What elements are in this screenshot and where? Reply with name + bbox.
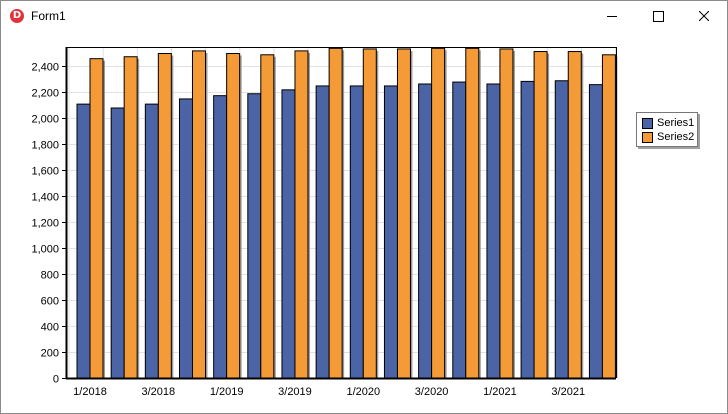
close-icon [699, 11, 709, 21]
bar-series2 [89, 58, 104, 379]
minimize-icon [607, 15, 617, 17]
bar-series1 [418, 83, 433, 379]
maximize-icon [652, 10, 664, 22]
bar-series1 [247, 93, 262, 379]
y-tick-label: 2,400 [31, 62, 59, 74]
y-tick-label: 0 [53, 374, 59, 386]
title-bar[interactable]: D Form1 [1, 1, 727, 31]
bar-series2 [191, 50, 206, 379]
bar-series1 [486, 83, 501, 379]
y-tick-label: 400 [41, 322, 59, 334]
bar-series1 [178, 98, 193, 379]
maximize-button[interactable] [635, 1, 681, 31]
y-tick-label: 200 [41, 348, 59, 360]
bar-series1 [76, 103, 91, 379]
legend-label-series2: Series2 [657, 131, 695, 143]
y-tick-label: 1,400 [31, 192, 59, 204]
bar-series1 [452, 81, 467, 379]
y-tick-label: 600 [41, 296, 59, 308]
bar-series1 [554, 80, 569, 379]
legend-label-series1: Series1 [657, 117, 695, 129]
bar-series2 [157, 52, 172, 379]
legend-swatch-series2 [642, 131, 653, 143]
y-tick-label: 2,000 [31, 114, 59, 126]
bar-series2 [294, 50, 309, 379]
y-tick-label: 800 [41, 270, 59, 282]
bar-series1 [110, 107, 125, 379]
x-tick-label: 1/2021 [483, 386, 517, 398]
bar-chart: 0 200 400 600 800 1,000 1,200 1,400 1,600 1,800 2,… [31, 47, 618, 398]
y-tick-label: 1,800 [31, 140, 59, 152]
bar-series2 [362, 48, 377, 379]
x-tick-label: 1/2019 [210, 386, 244, 398]
x-tick-label: 1/2020 [346, 386, 380, 398]
bar-series2 [601, 54, 616, 379]
legend-item-series1: Series1 [642, 116, 694, 130]
y-tick-label: 2,200 [31, 88, 59, 100]
bar-series2 [396, 48, 411, 379]
bar-series1 [144, 103, 159, 379]
app-d-icon: D [10, 9, 24, 23]
legend-swatch-series1 [642, 117, 653, 129]
close-button[interactable] [681, 1, 727, 31]
bar-series2 [567, 51, 582, 379]
bar-series1 [520, 80, 535, 379]
bar-series2 [499, 48, 514, 379]
x-tick-label: 3/2021 [551, 386, 585, 398]
x-tick-label: 3/2020 [415, 386, 449, 398]
bar-series2 [431, 47, 446, 379]
y-tick-label: 1,200 [31, 218, 59, 230]
bar-series2 [533, 51, 548, 379]
bar-series1 [315, 85, 330, 379]
bar-series2 [123, 56, 138, 379]
bar-series1 [383, 85, 398, 379]
bar-series2 [260, 54, 275, 379]
window-title: Form1 [31, 9, 66, 23]
bar-series2 [465, 47, 480, 379]
legend-item-series2: Series2 [642, 130, 694, 144]
y-tick-label: 1,000 [31, 244, 59, 256]
minimize-button[interactable] [589, 1, 635, 31]
bar-series1 [281, 89, 296, 379]
bar-series2 [328, 47, 343, 379]
x-tick-label: 3/2018 [141, 386, 175, 398]
bar-series1 [349, 85, 364, 379]
y-tick-label: 1,600 [31, 166, 59, 178]
chart-legend: Series1 Series2 [636, 112, 698, 147]
x-tick-label: 3/2019 [278, 386, 312, 398]
bar-series1 [588, 84, 603, 379]
bar-series2 [226, 52, 241, 379]
x-tick-label: 1/2018 [73, 386, 107, 398]
form-client-area: 0 200 400 600 800 1,000 1,200 1,400 1,600 1,800 2,… [1, 31, 727, 413]
bar-series1 [213, 95, 228, 379]
